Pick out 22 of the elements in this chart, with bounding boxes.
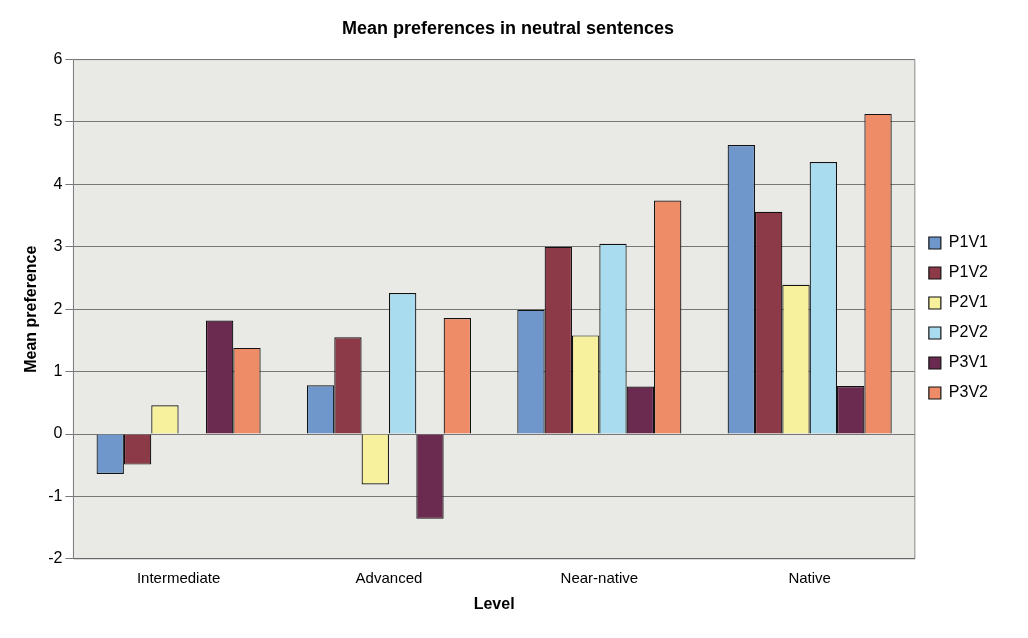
y-tick-label: -2	[48, 549, 63, 567]
legend-label: P2V1	[948, 293, 989, 311]
y-tick-label: -1	[48, 486, 63, 504]
chart-title: Mean preferences in neutral sentences	[341, 17, 675, 38]
legend-label: P3V1	[948, 353, 989, 371]
y-tick-label: 2	[53, 299, 63, 317]
y-tick-label: 1	[53, 362, 63, 380]
y-tick-label: 0	[53, 424, 63, 442]
x-tick-label: Native	[788, 568, 831, 586]
y-tick-label: 3	[53, 237, 63, 255]
legend-label: P1V2	[948, 263, 989, 281]
legend-label: P3V2	[948, 383, 989, 401]
legend-label: P2V2	[948, 323, 989, 341]
y-tick-label: 6	[53, 50, 63, 68]
legend-label: P1V1	[948, 233, 989, 251]
x-axis-title: Level	[473, 594, 515, 612]
y-axis-title: Mean preference	[22, 245, 40, 373]
x-tick-label: Near-native	[560, 568, 639, 586]
y-tick-label: 5	[53, 112, 63, 130]
x-tick-label: Intermediate	[136, 568, 221, 586]
x-tick-label: Advanced	[355, 568, 423, 586]
y-tick-label: 4	[53, 174, 63, 192]
